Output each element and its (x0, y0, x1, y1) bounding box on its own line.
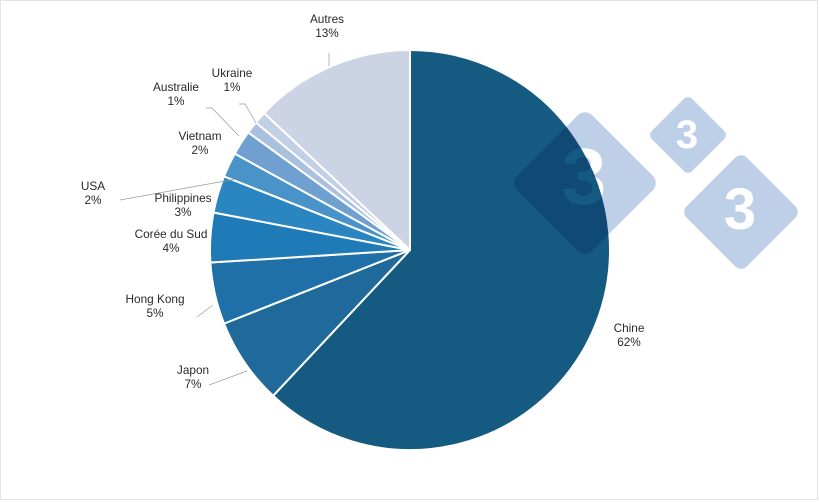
svg-text:3: 3 (724, 177, 756, 242)
svg-text:3: 3 (562, 132, 607, 221)
svg-text:3: 3 (676, 113, 698, 157)
